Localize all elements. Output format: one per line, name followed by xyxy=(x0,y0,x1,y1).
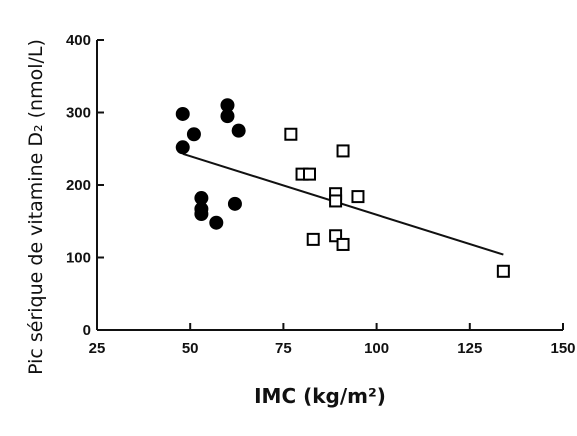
data-point-circle xyxy=(220,109,234,123)
x-tick-label: 150 xyxy=(550,340,575,357)
data-points xyxy=(176,98,509,277)
data-point-square xyxy=(308,234,319,245)
data-point-square xyxy=(330,195,341,206)
y-axis-title: Pic sérique de vitamine D₂ (nmol/L) xyxy=(25,39,47,375)
y-tick-label: 100 xyxy=(66,250,91,267)
ticks: 0 100 200 300 400 25 50 75 100 125 150 xyxy=(66,32,576,357)
axes xyxy=(97,40,563,330)
data-point-square xyxy=(498,266,509,277)
data-point-square xyxy=(338,239,349,250)
x-tick-label: 75 xyxy=(275,340,292,357)
data-point-circle xyxy=(194,207,208,221)
data-point-circle xyxy=(209,216,223,230)
data-point-square xyxy=(338,145,349,156)
data-point-circle xyxy=(176,140,190,154)
data-point-square xyxy=(285,129,296,140)
y-tick-label: 400 xyxy=(66,32,91,49)
data-point-circle xyxy=(176,107,190,121)
y-tick-label: 300 xyxy=(66,105,91,122)
data-point-circle xyxy=(232,124,246,138)
data-point-square xyxy=(304,169,315,180)
y-tick-label: 200 xyxy=(66,177,91,194)
data-point-circle xyxy=(228,197,242,211)
x-tick-label: 25 xyxy=(89,340,106,357)
y-tick-label: 0 xyxy=(83,322,91,339)
data-point-square xyxy=(352,191,363,202)
x-tick-label: 50 xyxy=(182,340,199,357)
x-tick-label: 125 xyxy=(457,340,482,357)
x-tick-label: 100 xyxy=(364,340,389,357)
data-point-circle xyxy=(187,127,201,141)
x-axis-title: IMC (kg/m²) xyxy=(254,384,386,408)
